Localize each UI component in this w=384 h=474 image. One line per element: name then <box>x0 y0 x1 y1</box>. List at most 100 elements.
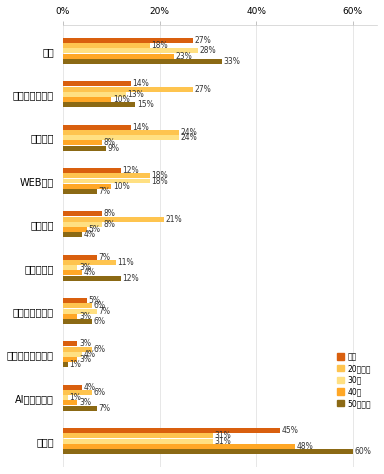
Text: 4%: 4% <box>84 230 96 239</box>
Bar <box>63 189 97 194</box>
Bar <box>63 357 78 362</box>
Text: 4%: 4% <box>84 383 96 392</box>
Text: 7%: 7% <box>98 307 110 316</box>
Text: 24%: 24% <box>180 128 197 137</box>
Text: 11%: 11% <box>118 258 134 267</box>
Bar <box>63 217 164 222</box>
Bar <box>63 135 179 140</box>
Text: 10%: 10% <box>113 95 129 104</box>
Bar <box>63 449 353 454</box>
Bar <box>63 48 198 54</box>
Text: 3%: 3% <box>79 399 91 408</box>
Text: 4%: 4% <box>84 350 96 359</box>
Bar <box>63 227 87 232</box>
Bar <box>63 102 136 107</box>
Bar <box>63 232 82 237</box>
Bar <box>63 406 97 410</box>
Bar <box>63 130 179 135</box>
Bar <box>63 265 78 270</box>
Text: 18%: 18% <box>151 171 168 180</box>
Bar <box>63 168 121 173</box>
Bar <box>63 303 92 308</box>
Text: 18%: 18% <box>151 176 168 185</box>
Text: 15%: 15% <box>137 100 154 109</box>
Text: 6%: 6% <box>93 388 106 397</box>
Text: 3%: 3% <box>79 339 91 348</box>
Text: 31%: 31% <box>214 437 231 446</box>
Text: 7%: 7% <box>98 404 110 412</box>
Bar <box>63 211 102 217</box>
Legend: 全体, 20代以下, 30代, 40代, 50代以上: 全体, 20代以下, 30代, 40代, 50代以上 <box>334 350 373 410</box>
Text: 1%: 1% <box>69 360 81 369</box>
Bar <box>63 395 68 400</box>
Bar <box>63 438 213 444</box>
Bar <box>63 38 194 43</box>
Bar <box>63 140 102 146</box>
Text: 3%: 3% <box>79 263 91 272</box>
Bar <box>63 146 106 151</box>
Bar <box>63 82 131 86</box>
Bar <box>63 270 82 275</box>
Bar <box>63 346 92 352</box>
Bar <box>63 385 82 390</box>
Text: 12%: 12% <box>122 273 139 283</box>
Text: 24%: 24% <box>180 133 197 142</box>
Text: 14%: 14% <box>132 80 149 89</box>
Bar <box>63 444 295 449</box>
Bar <box>63 59 222 64</box>
Text: 1%: 1% <box>69 393 81 402</box>
Text: 10%: 10% <box>113 182 129 191</box>
Text: 33%: 33% <box>224 57 241 66</box>
Bar <box>63 314 78 319</box>
Text: 5%: 5% <box>89 225 101 234</box>
Bar <box>63 309 97 313</box>
Text: 5%: 5% <box>89 296 101 305</box>
Text: 28%: 28% <box>200 46 216 55</box>
Text: 6%: 6% <box>93 345 106 354</box>
Text: 8%: 8% <box>103 220 115 229</box>
Bar <box>63 298 87 303</box>
Bar <box>63 401 78 405</box>
Text: 9%: 9% <box>108 144 120 153</box>
Bar <box>63 184 111 189</box>
Bar <box>63 433 213 438</box>
Text: 45%: 45% <box>282 426 299 435</box>
Bar <box>63 125 131 130</box>
Bar <box>63 275 121 281</box>
Bar <box>63 319 92 324</box>
Text: 7%: 7% <box>98 253 110 262</box>
Bar <box>63 341 78 346</box>
Text: 18%: 18% <box>151 41 168 50</box>
Text: 4%: 4% <box>84 268 96 277</box>
Text: 3%: 3% <box>79 355 91 364</box>
Bar <box>63 54 174 59</box>
Bar <box>63 352 82 357</box>
Text: 8%: 8% <box>103 210 115 219</box>
Text: 13%: 13% <box>127 90 144 99</box>
Text: 23%: 23% <box>175 52 192 61</box>
Bar <box>63 97 111 102</box>
Bar <box>63 43 150 48</box>
Text: 27%: 27% <box>195 36 212 45</box>
Text: 48%: 48% <box>296 442 313 451</box>
Bar <box>63 222 102 227</box>
Bar <box>63 428 280 433</box>
Text: 31%: 31% <box>214 431 231 440</box>
Bar <box>63 390 92 395</box>
Text: 3%: 3% <box>79 312 91 321</box>
Text: 8%: 8% <box>103 138 115 147</box>
Text: 14%: 14% <box>132 123 149 132</box>
Text: 6%: 6% <box>93 301 106 310</box>
Text: 12%: 12% <box>122 166 139 175</box>
Text: 27%: 27% <box>195 85 212 94</box>
Bar <box>63 92 126 97</box>
Text: 7%: 7% <box>98 187 110 196</box>
Text: 6%: 6% <box>93 317 106 326</box>
Bar <box>63 255 97 260</box>
Bar <box>63 173 150 178</box>
Bar <box>63 87 194 91</box>
Text: 60%: 60% <box>354 447 371 456</box>
Bar <box>63 260 116 265</box>
Bar <box>63 362 68 367</box>
Text: 21%: 21% <box>166 215 182 224</box>
